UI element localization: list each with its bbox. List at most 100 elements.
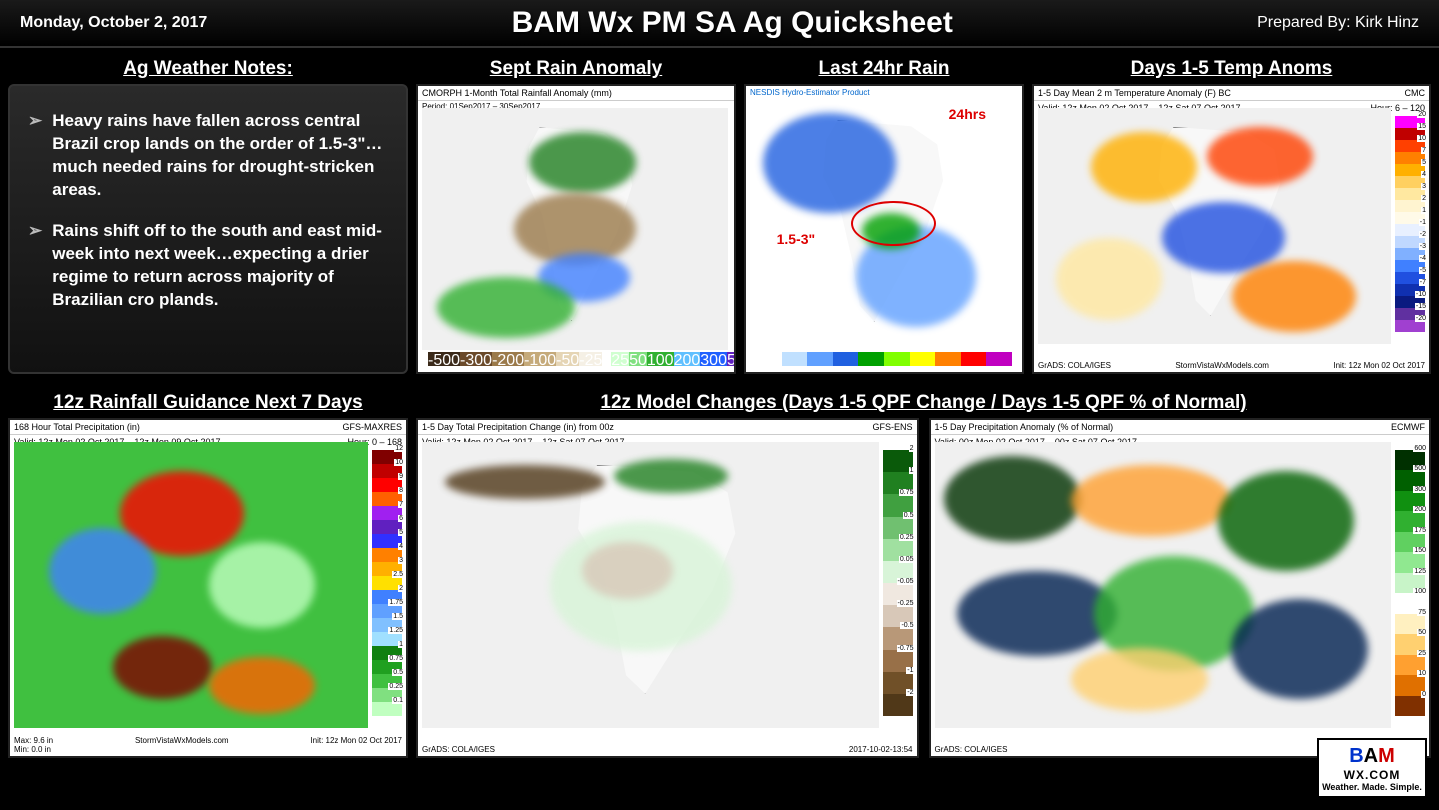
pct-blob <box>1071 648 1208 711</box>
map-subtitle: NESDIS Hydro-Estimator Product <box>746 86 1022 99</box>
temp-anom-panel: Days 1-5 Temp Anoms 1-5 Day Mean 2 m Tem… <box>1032 56 1431 374</box>
footer-right: 2017-10-02-13:54 <box>849 745 913 754</box>
last24-panel: Last 24hr Rain NESDIS Hydro-Estimator Pr… <box>744 56 1024 374</box>
map-footer: Max: 9.6 inMin: 0.0 in StormVistaWxModel… <box>14 736 402 754</box>
logo-b: B <box>1349 745 1363 767</box>
map-footer: GrADS: COLA/IGES StormVistaWxModels.com … <box>1038 361 1425 370</box>
bullet-arrow-icon: ➢ <box>28 220 42 312</box>
map-model: CMC <box>1405 88 1426 98</box>
rain7-map: 168 Hour Total Precipitation (in) GFS-MA… <box>8 418 408 758</box>
anomaly-blob <box>437 277 575 338</box>
model-changes-title: 12z Model Changes (Days 1-5 QPF Change /… <box>416 390 1431 418</box>
colorbar <box>756 352 1012 366</box>
last24-map: NESDIS Hydro-Estimator Product 24hrs 1.5… <box>744 84 1024 374</box>
map-footer: GrADS: COLA/IGES 2017-10-02-13:54 <box>422 745 913 754</box>
logo-a: A <box>1364 745 1378 767</box>
prepared-by-name: Kirk Hinz <box>1355 14 1419 31</box>
map-model: ECMWF <box>1391 422 1425 432</box>
bullet-arrow-icon: ➢ <box>28 110 42 202</box>
rain-blob <box>49 528 155 614</box>
logo-line1: BAM <box>1349 745 1395 768</box>
qpf-pct-map: 1-5 Day Precipitation Anomaly (% of Norm… <box>929 418 1432 758</box>
temp-anom-map: 1-5 Day Mean 2 m Temperature Anomaly (F)… <box>1032 84 1431 374</box>
pct-blob <box>1231 599 1368 699</box>
logo-line3: Weather. Made. Simple. <box>1322 782 1422 792</box>
qpf-change-map: 1-5 Day Total Precipitation Change (in) … <box>416 418 919 758</box>
prepared-by-label: Prepared By: <box>1257 14 1350 31</box>
map-body <box>422 442 879 728</box>
colorbar: 210.750.50.250.05-0.05-0.25-0.5-0.75-1-2 <box>883 450 913 716</box>
map-body <box>422 108 728 350</box>
notes-panel: Ag Weather Notes: ➢Heavy rains have fall… <box>8 56 408 374</box>
pct-blob <box>1071 465 1231 537</box>
header-title: BAM Wx PM SA Ag Quicksheet <box>512 6 953 40</box>
header-bar: Monday, October 2, 2017 BAM Wx PM SA Ag … <box>0 0 1439 48</box>
logo-m: M <box>1378 745 1395 767</box>
last24-title: Last 24hr Rain <box>744 56 1024 84</box>
map-title-text: 1-5 Day Mean 2 m Temperature Anomaly (F)… <box>1038 88 1231 98</box>
note-bullet: ➢Heavy rains have fallen across central … <box>28 110 388 202</box>
map-title-text: 1-5 Day Total Precipitation Change (in) … <box>422 422 614 432</box>
sept-anom-title: Sept Rain Anomaly <box>416 56 736 84</box>
footer-left: GrADS: COLA/IGES <box>1038 361 1111 370</box>
temp-blob <box>1091 132 1197 203</box>
colorbar: 201510754321-1-2-3-4-5-7-10-15-20 <box>1395 116 1425 332</box>
pct-blob <box>1218 471 1355 571</box>
temp-blob <box>1056 238 1162 321</box>
map-title-text: 168 Hour Total Precipitation (in) <box>14 422 140 432</box>
footer-right: Init: 12z Mon 02 Oct 2017 <box>1333 361 1425 370</box>
map-model: GFS-MAXRES <box>342 422 402 432</box>
footer-right: Init: 12z Mon 02 Oct 2017 <box>310 736 402 754</box>
sept-anom-panel: Sept Rain Anomaly CMORPH 1-Month Total R… <box>416 56 736 374</box>
change-blob <box>582 542 673 599</box>
temp-blob <box>1232 261 1356 332</box>
rain7-title: 12z Rainfall Guidance Next 7 Days <box>8 390 408 418</box>
temp-blob <box>1162 202 1286 273</box>
rain-blob <box>763 113 896 214</box>
footer-left: GrADS: COLA/IGES <box>422 745 495 754</box>
map-title-text: 1-5 Day Precipitation Anomaly (% of Norm… <box>935 422 1114 432</box>
anomaly-blob <box>529 132 636 193</box>
map-model: GFS-ENS <box>872 422 912 432</box>
note-text: Heavy rains have fallen across central B… <box>52 110 388 202</box>
notes-title: Ag Weather Notes: <box>8 56 408 84</box>
pct-blob <box>944 456 1081 542</box>
map-body <box>935 442 1392 728</box>
map-header: 1-5 Day Mean 2 m Temperature Anomaly (F)… <box>1034 86 1429 101</box>
rain7-panel: 12z Rainfall Guidance Next 7 Days 168 Ho… <box>8 390 408 758</box>
logo-line2: WX.COM <box>1344 768 1401 782</box>
annotation-circle <box>851 201 936 246</box>
row-2: 12z Rainfall Guidance Next 7 Days 168 Ho… <box>0 390 1439 766</box>
colorbar: 121098765432.521.751.51.2510.750.50.250.… <box>372 450 402 716</box>
pct-blob <box>957 571 1117 657</box>
bam-logo: BAM WX.COM Weather. Made. Simple. <box>1317 738 1427 798</box>
map-header: 1-5 Day Total Precipitation Change (in) … <box>418 420 917 435</box>
change-blob <box>445 465 605 499</box>
rain-blob <box>209 542 315 628</box>
note-text: Rains shift off to the south and east mi… <box>52 220 388 312</box>
map-body <box>1038 108 1391 344</box>
header-date: Monday, October 2, 2017 <box>20 14 207 32</box>
sept-anom-map: CMORPH 1-Month Total Rainfall Anomaly (m… <box>416 84 736 374</box>
footer-left: GrADS: COLA/IGES <box>935 745 1008 754</box>
map-header: 1-5 Day Precipitation Anomaly (% of Norm… <box>931 420 1430 435</box>
map-header: CMORPH 1-Month Total Rainfall Anomaly (m… <box>418 86 734 101</box>
notes-box: ➢Heavy rains have fallen across central … <box>8 84 408 374</box>
footer-maxmin: Max: 9.6 inMin: 0.0 in <box>14 736 53 754</box>
model-changes-maps: 1-5 Day Total Precipitation Change (in) … <box>416 418 1431 758</box>
map-body: 24hrs 1.5-3" <box>750 100 1016 352</box>
colorbar: -500-300-200-100-50-2502550100200300500 <box>428 352 724 366</box>
map-body <box>14 442 368 728</box>
header-prepared-by: Prepared By: Kirk Hinz <box>1257 14 1419 32</box>
annotation-24hrs: 24hrs <box>949 106 986 122</box>
note-bullet: ➢Rains shift off to the south and east m… <box>28 220 388 312</box>
temp-anom-title: Days 1-5 Temp Anoms <box>1032 56 1431 84</box>
footer-center: StormVistaWxModels.com <box>1175 361 1269 370</box>
rain-blob <box>209 657 315 714</box>
colorbar: 600500300200175150125100755025100 <box>1395 450 1425 716</box>
annotation-value: 1.5-3" <box>777 231 816 247</box>
footer-center: StormVistaWxModels.com <box>135 736 229 754</box>
model-changes-panel: 12z Model Changes (Days 1-5 QPF Change /… <box>416 390 1431 758</box>
map-title-text: CMORPH 1-Month Total Rainfall Anomaly (m… <box>422 88 612 98</box>
map-header: 168 Hour Total Precipitation (in) GFS-MA… <box>10 420 406 435</box>
